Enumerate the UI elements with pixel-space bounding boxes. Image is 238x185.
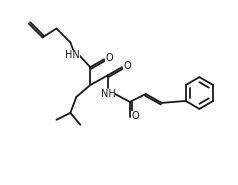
Text: O: O <box>131 111 139 121</box>
Text: O: O <box>105 53 113 63</box>
Text: O: O <box>123 61 131 71</box>
Text: NH: NH <box>101 89 115 99</box>
Text: HN: HN <box>65 50 80 60</box>
